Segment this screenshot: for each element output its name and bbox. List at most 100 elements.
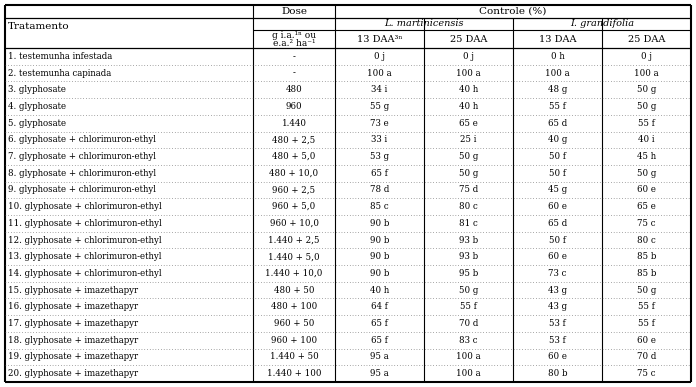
Text: 0 j: 0 j bbox=[641, 52, 652, 61]
Text: 100 a: 100 a bbox=[456, 353, 481, 361]
Text: 15. glyphosate + imazethapyr: 15. glyphosate + imazethapyr bbox=[8, 286, 138, 295]
Text: 480 + 50: 480 + 50 bbox=[274, 286, 315, 295]
Text: 80 c: 80 c bbox=[459, 202, 478, 211]
Text: 50 g: 50 g bbox=[637, 85, 656, 94]
Text: 55 f: 55 f bbox=[638, 302, 655, 312]
Text: 93 b: 93 b bbox=[459, 252, 478, 261]
Text: 80 c: 80 c bbox=[637, 236, 656, 245]
Text: 480 + 10,0: 480 + 10,0 bbox=[269, 169, 319, 178]
Text: 60 e: 60 e bbox=[637, 185, 656, 194]
Text: 75 c: 75 c bbox=[638, 369, 656, 378]
Text: 90 b: 90 b bbox=[370, 236, 389, 245]
Text: 34 i: 34 i bbox=[372, 85, 388, 94]
Text: I. grandifolia: I. grandifolia bbox=[570, 19, 634, 29]
Text: 60 e: 60 e bbox=[548, 252, 567, 261]
Text: 1.440 + 2,5: 1.440 + 2,5 bbox=[268, 236, 319, 245]
Text: 12. glyphosate + chlorimuron-ethyl: 12. glyphosate + chlorimuron-ethyl bbox=[8, 236, 161, 245]
Text: 75 d: 75 d bbox=[459, 185, 478, 194]
Text: 70 d: 70 d bbox=[637, 353, 656, 361]
Text: 55 f: 55 f bbox=[549, 102, 566, 111]
Text: 960 + 50: 960 + 50 bbox=[274, 319, 314, 328]
Text: 81 c: 81 c bbox=[459, 219, 478, 228]
Text: 55 f: 55 f bbox=[460, 302, 477, 312]
Text: e.a.² ha⁻¹: e.a.² ha⁻¹ bbox=[273, 39, 315, 48]
Text: 60 e: 60 e bbox=[637, 336, 656, 345]
Text: 50 f: 50 f bbox=[549, 169, 566, 178]
Text: 65 e: 65 e bbox=[637, 202, 656, 211]
Text: 40 h: 40 h bbox=[459, 85, 478, 94]
Text: 43 g: 43 g bbox=[548, 286, 567, 295]
Text: 85 b: 85 b bbox=[637, 269, 656, 278]
Text: 53 f: 53 f bbox=[549, 336, 566, 345]
Text: 40 h: 40 h bbox=[370, 286, 389, 295]
Text: 50 f: 50 f bbox=[549, 152, 566, 161]
Text: 85 b: 85 b bbox=[637, 252, 656, 261]
Text: 16. glyphosate + imazethapyr: 16. glyphosate + imazethapyr bbox=[8, 302, 138, 312]
Text: 65 d: 65 d bbox=[548, 119, 567, 128]
Text: 960 + 5,0: 960 + 5,0 bbox=[272, 202, 315, 211]
Text: 13 DAA: 13 DAA bbox=[539, 34, 576, 43]
Text: 55 g: 55 g bbox=[370, 102, 389, 111]
Text: 50 g: 50 g bbox=[459, 152, 478, 161]
Text: 960: 960 bbox=[285, 102, 302, 111]
Text: 50 g: 50 g bbox=[459, 286, 478, 295]
Text: 1.440 + 10,0: 1.440 + 10,0 bbox=[265, 269, 323, 278]
Text: 19. glyphosate + imazethapyr: 19. glyphosate + imazethapyr bbox=[8, 353, 138, 361]
Text: 480: 480 bbox=[285, 85, 302, 94]
Text: 55 f: 55 f bbox=[638, 319, 655, 328]
Text: 0 h: 0 h bbox=[551, 52, 564, 61]
Text: 80 b: 80 b bbox=[548, 369, 567, 378]
Text: 40 i: 40 i bbox=[638, 135, 655, 144]
Text: 53 g: 53 g bbox=[370, 152, 389, 161]
Text: 11. glyphosate + chlorimuron-ethyl: 11. glyphosate + chlorimuron-ethyl bbox=[8, 219, 161, 228]
Text: 1.440 + 5,0: 1.440 + 5,0 bbox=[268, 252, 320, 261]
Text: 65 f: 65 f bbox=[371, 336, 388, 345]
Text: 85 c: 85 c bbox=[370, 202, 389, 211]
Text: 45 g: 45 g bbox=[548, 185, 567, 194]
Text: 60 e: 60 e bbox=[548, 202, 567, 211]
Text: 10. glyphosate + chlorimuron-ethyl: 10. glyphosate + chlorimuron-ethyl bbox=[8, 202, 161, 211]
Text: 50 f: 50 f bbox=[549, 236, 566, 245]
Text: 960 + 10,0: 960 + 10,0 bbox=[269, 219, 319, 228]
Text: 50 g: 50 g bbox=[459, 169, 478, 178]
Text: 0 j: 0 j bbox=[374, 52, 385, 61]
Text: 78 d: 78 d bbox=[370, 185, 389, 194]
Text: 33 i: 33 i bbox=[372, 135, 388, 144]
Text: 100 a: 100 a bbox=[367, 68, 392, 77]
Text: 50 g: 50 g bbox=[637, 286, 656, 295]
Text: 25 DAA: 25 DAA bbox=[628, 34, 665, 43]
Text: 73 e: 73 e bbox=[370, 119, 389, 128]
Text: 2. testemunha capinada: 2. testemunha capinada bbox=[8, 68, 111, 77]
Text: 14. glyphosate + chlorimuron-ethyl: 14. glyphosate + chlorimuron-ethyl bbox=[8, 269, 161, 278]
Text: 65 d: 65 d bbox=[548, 219, 567, 228]
Text: 100 a: 100 a bbox=[456, 369, 481, 378]
Text: 93 b: 93 b bbox=[459, 236, 478, 245]
Text: g i.a.¹ⁿ ou: g i.a.¹ⁿ ou bbox=[272, 31, 316, 40]
Text: 8. glyphosate + chlorimuron-ethyl: 8. glyphosate + chlorimuron-ethyl bbox=[8, 169, 156, 178]
Text: 48 g: 48 g bbox=[548, 85, 567, 94]
Text: 83 c: 83 c bbox=[459, 336, 477, 345]
Text: 100 a: 100 a bbox=[456, 68, 481, 77]
Text: 65 f: 65 f bbox=[371, 319, 388, 328]
Text: 90 b: 90 b bbox=[370, 219, 389, 228]
Text: 50 g: 50 g bbox=[637, 102, 656, 111]
Text: 50 g: 50 g bbox=[637, 169, 656, 178]
Text: 13. glyphosate + chlorimuron-ethyl: 13. glyphosate + chlorimuron-ethyl bbox=[8, 252, 161, 261]
Text: 20. glyphosate + imazethapyr: 20. glyphosate + imazethapyr bbox=[8, 369, 138, 378]
Text: Tratamento: Tratamento bbox=[8, 22, 70, 31]
Text: 70 d: 70 d bbox=[459, 319, 478, 328]
Text: 95 a: 95 a bbox=[370, 353, 389, 361]
Text: 3. glyphosate: 3. glyphosate bbox=[8, 85, 66, 94]
Text: 25 i: 25 i bbox=[460, 135, 477, 144]
Text: 25 DAA: 25 DAA bbox=[450, 34, 487, 43]
Text: 4. glyphosate: 4. glyphosate bbox=[8, 102, 66, 111]
Text: 5. glyphosate: 5. glyphosate bbox=[8, 119, 66, 128]
Text: 45 h: 45 h bbox=[637, 152, 656, 161]
Text: 9. glyphosate + chlorimuron-ethyl: 9. glyphosate + chlorimuron-ethyl bbox=[8, 185, 156, 194]
Text: 60 e: 60 e bbox=[548, 353, 567, 361]
Text: 100 a: 100 a bbox=[634, 68, 659, 77]
Text: 18. glyphosate + imazethapyr: 18. glyphosate + imazethapyr bbox=[8, 336, 139, 345]
Text: 40 g: 40 g bbox=[548, 135, 567, 144]
Text: 480 + 5,0: 480 + 5,0 bbox=[272, 152, 316, 161]
Text: 43 g: 43 g bbox=[548, 302, 567, 312]
